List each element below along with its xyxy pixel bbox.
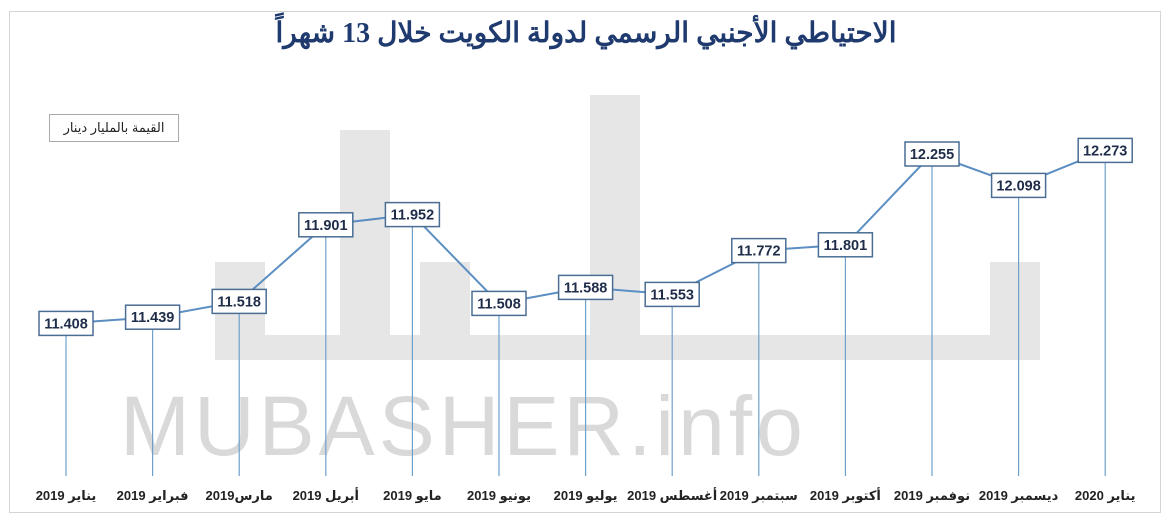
data-label: 12.255 <box>910 147 954 163</box>
data-label: 12.098 <box>996 178 1040 194</box>
data-point: 11.518 <box>211 288 267 315</box>
x-tick-label: مارس2019 <box>206 488 273 503</box>
data-point: 11.408 <box>38 310 94 337</box>
x-tick-label: يوليو 2019 <box>554 488 618 503</box>
data-label: 11.952 <box>391 208 435 224</box>
x-tick-label: سبتمبر 2019 <box>720 488 798 503</box>
x-tick-label: مايو 2019 <box>383 488 442 503</box>
data-point: 11.439 <box>124 304 181 330</box>
data-point: 11.588 <box>557 274 614 301</box>
data-label-box <box>990 172 1047 199</box>
x-tick-label: أبريل 2019 <box>293 487 359 503</box>
data-label-box <box>471 290 527 317</box>
x-tick-label: يناير 2020 <box>1075 488 1136 503</box>
data-label: 11.518 <box>217 294 261 310</box>
data-point: 11.801 <box>817 232 874 258</box>
data-label-box <box>211 288 267 315</box>
x-tick-label: يونيو 2019 <box>467 488 531 503</box>
x-tick-label: يناير 2019 <box>36 488 97 503</box>
unit-note: القيمة بالمليار دينار <box>49 114 179 142</box>
series-line-segment <box>238 224 327 303</box>
data-label: 11.801 <box>824 238 868 254</box>
data-label-box <box>1077 137 1133 164</box>
data-point: 12.098 <box>990 172 1047 199</box>
x-tick-label: فبراير 2019 <box>117 488 189 503</box>
data-label: 11.901 <box>304 218 348 234</box>
data-label-box <box>904 141 960 167</box>
data-label: 11.508 <box>477 296 521 312</box>
series-line-segment <box>844 153 933 246</box>
data-label: 12.273 <box>1083 143 1127 159</box>
x-tick-label: ديسمبر 2019 <box>979 488 1059 503</box>
data-label-box <box>731 237 787 264</box>
data-label-box <box>644 281 700 308</box>
data-label: 11.772 <box>737 244 781 260</box>
chart-title: الاحتياطي الأجنبي الرسمي لدولة الكويت خل… <box>275 18 897 49</box>
data-label-box <box>817 232 874 258</box>
data-point: 11.508 <box>471 290 527 317</box>
data-point: 12.255 <box>904 141 960 167</box>
x-tick-label: أكتوبر 2019 <box>810 487 881 503</box>
x-tick-label: أغسطس 2019 <box>627 487 717 503</box>
data-point: 12.273 <box>1077 137 1133 164</box>
data-label-box <box>298 212 354 238</box>
data-label: 11.408 <box>44 316 88 332</box>
data-label: 11.588 <box>564 280 608 296</box>
data-point: 11.952 <box>384 201 441 228</box>
data-label-box <box>124 304 181 330</box>
watermark-logo-shape <box>215 95 1040 360</box>
x-tick-label: نوفمبر 2019 <box>894 488 970 503</box>
series-line-segment <box>411 213 500 305</box>
data-point: 11.553 <box>644 281 700 308</box>
data-label-box <box>557 274 614 301</box>
data-label: 11.439 <box>131 310 175 326</box>
data-label-box <box>38 310 94 337</box>
data-label: 11.553 <box>650 287 694 303</box>
watermark-text: MUBASHER.info <box>120 379 807 473</box>
data-point: 11.772 <box>731 237 787 264</box>
data-point: 11.901 <box>298 212 354 238</box>
watermark: MUBASHER.info <box>120 95 1040 473</box>
data-label-box <box>384 201 441 228</box>
